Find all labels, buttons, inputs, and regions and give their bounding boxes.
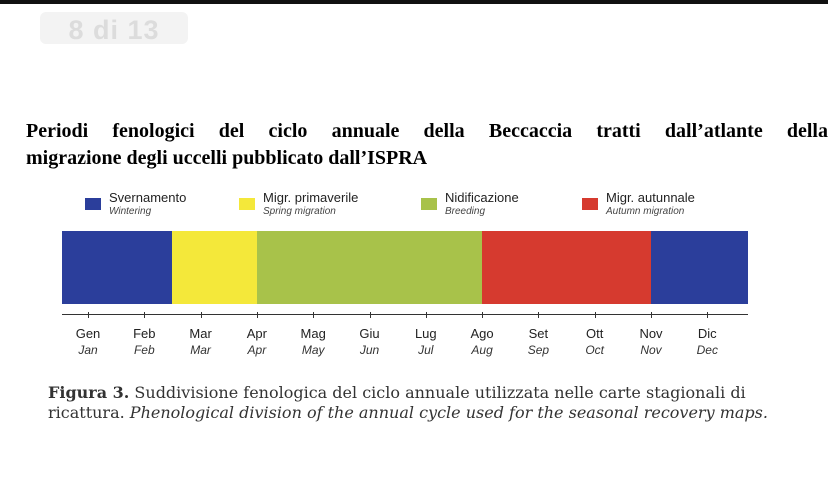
figure-legend: Svernamento Wintering Migr. primaverile … [0, 190, 828, 224]
caption-text-en: Phenological division of the annual cycl… [129, 403, 768, 422]
legend-swatch [85, 198, 101, 210]
document-title: Periodi fenologici del ciclo annuale del… [26, 118, 828, 172]
month-label-it: Set [528, 326, 549, 341]
month-label: Gen Jan [66, 326, 110, 358]
legend-swatch [582, 198, 598, 210]
axis-tick [538, 312, 540, 318]
month-label: Feb Feb [122, 326, 166, 358]
month-label-it: Lug [414, 326, 437, 341]
month-axis [62, 312, 748, 318]
month-label-it: Mar [189, 326, 212, 341]
top-bar [0, 0, 828, 4]
month-label: Nov Nov [629, 326, 673, 358]
month-label-it: Dic [697, 326, 717, 341]
caption-text-it: Suddivisione fenologica del ciclo annual… [48, 383, 746, 422]
month-label-en: Apr [247, 343, 267, 357]
month-label-it: Ago [470, 326, 494, 341]
month-label: Ago Aug [460, 326, 504, 358]
phase-segment-1 [62, 231, 173, 304]
month-label: Giu Jun [348, 326, 392, 358]
page-counter: 8 di 13 [40, 12, 188, 45]
axis-tick [88, 312, 89, 318]
phase-segment-3 [256, 231, 483, 304]
title-line-1: Periodi fenologici del ciclo annuale del… [26, 120, 828, 142]
axis-tick [425, 312, 427, 318]
month-label-en: May [301, 343, 325, 357]
month-label-en: Aug [471, 343, 493, 357]
axis-tick [200, 312, 202, 318]
axis-tick [256, 312, 258, 318]
legend-label: Migr. primaverile [263, 190, 359, 205]
phase-segment-2 [172, 231, 257, 304]
axis-line [62, 314, 748, 315]
legend-label: Nidificazione [445, 190, 519, 205]
month-label-it: Feb [133, 326, 156, 341]
title-line-2: migrazione degli uccelli pubblicato dall… [26, 147, 428, 169]
axis-tick [369, 312, 371, 318]
month-label-it: Apr [246, 326, 267, 341]
month-label: Ott Oct [573, 326, 617, 358]
phase-segment-5 [651, 231, 748, 304]
month-label-it: Nov [639, 326, 663, 341]
month-label-it: Giu [359, 326, 380, 341]
month-label: Set Sep [516, 326, 560, 358]
month-label-en: Jan [78, 343, 98, 357]
axis-tick [482, 312, 484, 318]
legend-label: Svernamento [109, 190, 187, 205]
month-label-en: Sep [527, 343, 550, 357]
legend-swatch [421, 198, 437, 210]
legend-label: Migr. autunnale [606, 190, 695, 205]
month-label-en: Oct [585, 343, 605, 357]
month-label: Lug Jul [404, 326, 448, 358]
phenology-band [62, 231, 748, 304]
month-label-en: Jun [359, 343, 380, 357]
month-label: Mag May [291, 326, 335, 358]
month-label-en: Mar [190, 343, 211, 357]
month-label-it: Gen [75, 326, 101, 341]
axis-tick [707, 312, 709, 318]
phase-segment-4 [482, 231, 651, 304]
month-label: Dic Dec [685, 326, 729, 358]
month-label-en: Nov [640, 343, 662, 357]
axis-tick [313, 312, 315, 318]
month-label-it: Ott [586, 326, 604, 341]
axis-tick [651, 312, 652, 318]
legend-swatch [239, 198, 255, 210]
month-label-en: Dec [696, 343, 718, 357]
month-label: Apr Apr [235, 326, 279, 358]
month-label-en: Feb [133, 343, 155, 357]
month-label-en: Jul [418, 343, 434, 357]
legend-sublabel: Spring migration [263, 206, 336, 217]
month-label-it: Mag [300, 326, 326, 341]
legend-sublabel: Wintering [109, 206, 152, 217]
caption-label: Figura 3. [48, 383, 130, 402]
legend-sublabel: Autumn migration [606, 206, 685, 217]
legend-sublabel: Breeding [445, 206, 486, 217]
axis-tick [144, 312, 146, 318]
figure-caption: Figura 3. Suddivisione fenologica del ci… [48, 383, 778, 423]
axis-tick [594, 312, 596, 318]
month-label: Mar Mar [179, 326, 223, 358]
month-labels: Gen Jan Feb Feb Mar Mar Apr Apr Mag May Giu Jun Lug J… [62, 326, 748, 366]
